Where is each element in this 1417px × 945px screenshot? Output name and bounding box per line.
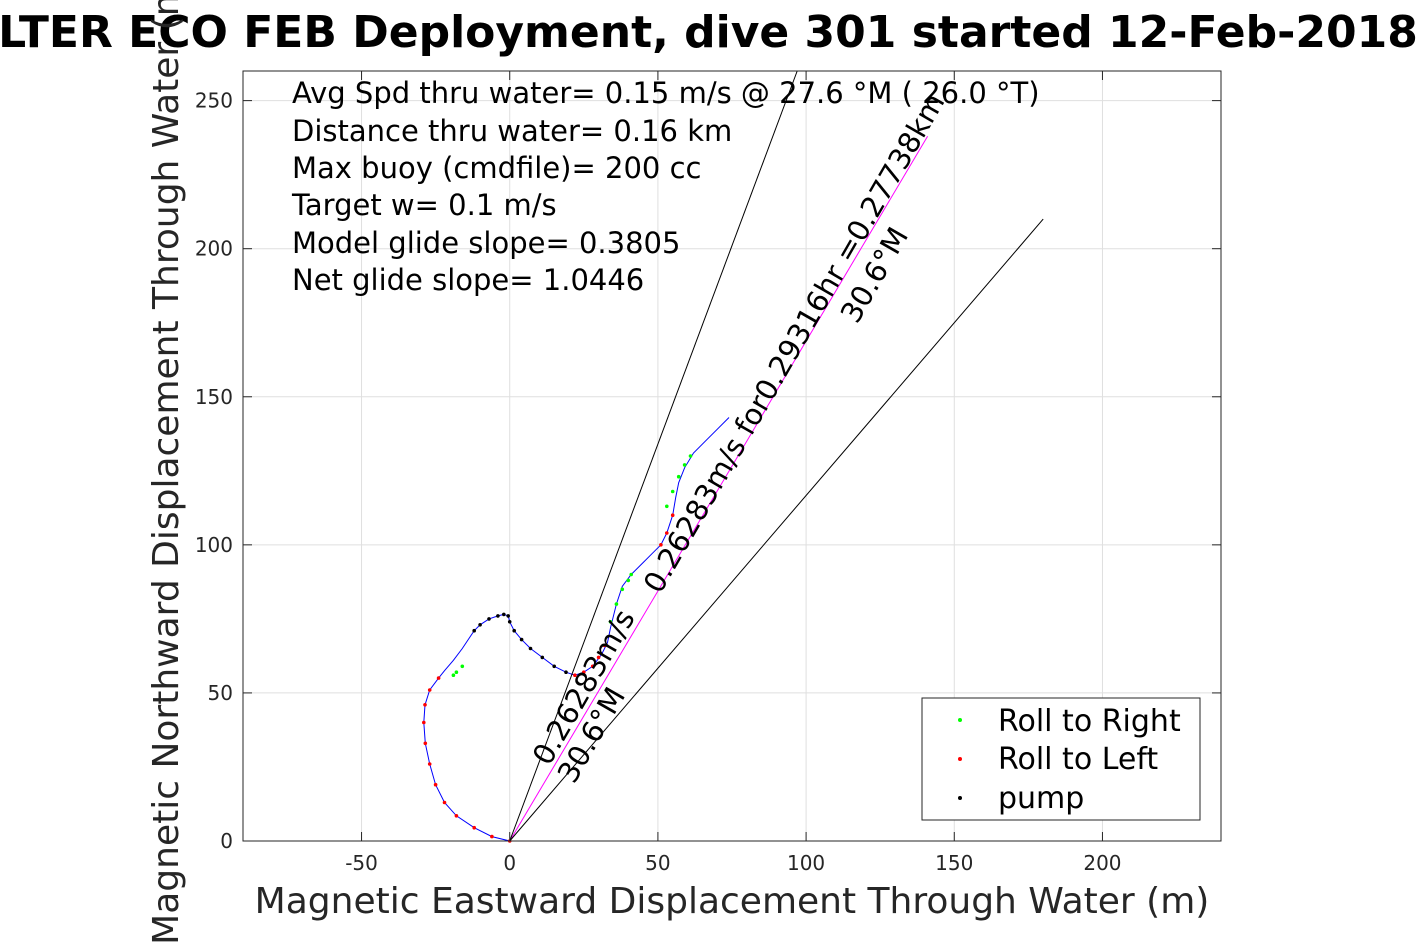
series-point-2: [436, 676, 441, 680]
series-point-1: [676, 474, 681, 479]
x-tick-label: -50: [345, 851, 378, 875]
series-point-3: [540, 655, 545, 660]
annotation-avg-speed: Avg Spd thru water= 0.15 m/s @ 27.6 °M (…: [292, 76, 1040, 110]
chart-title: LTER ECO FEB Deployment, dive 301 starte…: [0, 7, 1417, 58]
y-tick-label: 0: [220, 829, 233, 853]
plot-frame: [242, 70, 1222, 842]
series-point-1: [670, 489, 675, 494]
legend-label-roll-left: Roll to Left: [998, 742, 1158, 777]
series-point-2: [427, 688, 432, 692]
annotation-block: Avg Spd thru water= 0.15 m/s @ 27.6 °M (…: [291, 76, 1040, 297]
series-point-2: [423, 741, 428, 746]
series-point-3: [552, 664, 556, 669]
y-tick-label: 200: [195, 237, 233, 261]
legend-marker-pump: [958, 796, 962, 800]
series-point-2: [490, 834, 494, 839]
legend-label-roll-right: Roll to Right: [998, 704, 1181, 739]
series-point-1: [451, 673, 456, 677]
x-tick-label: 200: [1083, 851, 1121, 875]
series-point-1: [626, 578, 631, 583]
legend-marker-roll-left: [958, 757, 962, 761]
ticks: -50 0 50 100 150 200 0 50 100 150 200 250: [195, 71, 1221, 875]
series-point-3: [564, 670, 568, 674]
legend-label-pump: pump: [998, 781, 1084, 816]
x-tick-label: 150: [935, 851, 973, 875]
series-layer: [422, 70, 1044, 843]
series-point-2: [422, 720, 426, 725]
series-point-3: [472, 628, 477, 633]
x-axis-label: Magnetic Eastward Displacement Through W…: [255, 881, 1210, 922]
series-point-3: [528, 646, 533, 651]
series-point-3: [496, 614, 500, 618]
y-tick-label: 250: [195, 89, 233, 113]
series-point-3: [506, 614, 511, 618]
legend: Roll to Right Roll to Left pump: [921, 697, 1201, 821]
x-tick-label: 0: [503, 851, 516, 875]
series-point-1: [682, 463, 687, 467]
series-point-2: [454, 814, 459, 818]
series-point-3: [502, 612, 506, 617]
series-point-1: [454, 670, 459, 674]
series-point-1: [460, 664, 465, 669]
series-point-2: [582, 670, 586, 674]
series-point-2: [433, 782, 438, 787]
annotation-model-glide-slope: Model glide slope= 0.3805: [292, 226, 680, 260]
annotation-target-w: Target w= 0.1 m/s: [291, 188, 557, 222]
series-point-3: [478, 623, 482, 627]
series-point-3: [519, 637, 524, 642]
y-tick-label: 100: [195, 533, 233, 557]
x-tick-label: 50: [645, 851, 670, 875]
series-point-2: [665, 531, 669, 535]
series-point-1: [629, 572, 633, 577]
series-point-2: [472, 825, 477, 830]
series-point-1: [614, 602, 619, 606]
legend-box: [921, 697, 1201, 821]
series-point-3: [487, 617, 491, 621]
y-axis-label: Magnetic Northward Displacement Through …: [146, 0, 187, 945]
annotation-distance: Distance thru water= 0.16 km: [292, 114, 732, 148]
series-line-0: [423, 417, 730, 842]
x-tick-label: 100: [787, 851, 825, 875]
series-point-1: [620, 587, 625, 592]
series-point-2: [590, 664, 595, 669]
series-point-1: [665, 504, 669, 509]
annotation-max-buoy: Max buoy (cmdfile)= 200 cc: [292, 151, 701, 185]
series-point-2: [596, 655, 601, 660]
legend-marker-roll-right: [958, 718, 962, 722]
series-line-6: [509, 218, 1044, 842]
y-tick-label: 150: [195, 385, 233, 409]
series-point-3: [512, 628, 516, 633]
series-point-2: [442, 800, 447, 805]
series-line-5: [509, 70, 798, 842]
annotation-net-glide-slope: Net glide slope= 1.0446: [292, 263, 644, 297]
series-point-2: [670, 513, 675, 517]
series-point-2: [573, 673, 577, 677]
series-line-4: [509, 135, 929, 842]
series-point-1: [608, 620, 613, 624]
series-point-1: [688, 454, 693, 458]
y-tick-label: 50: [208, 681, 233, 705]
series-point-2: [427, 762, 432, 766]
series-point-2: [659, 543, 663, 547]
series-point-2: [423, 703, 427, 707]
series-point-2: [602, 643, 607, 648]
series-point-3: [507, 620, 512, 624]
